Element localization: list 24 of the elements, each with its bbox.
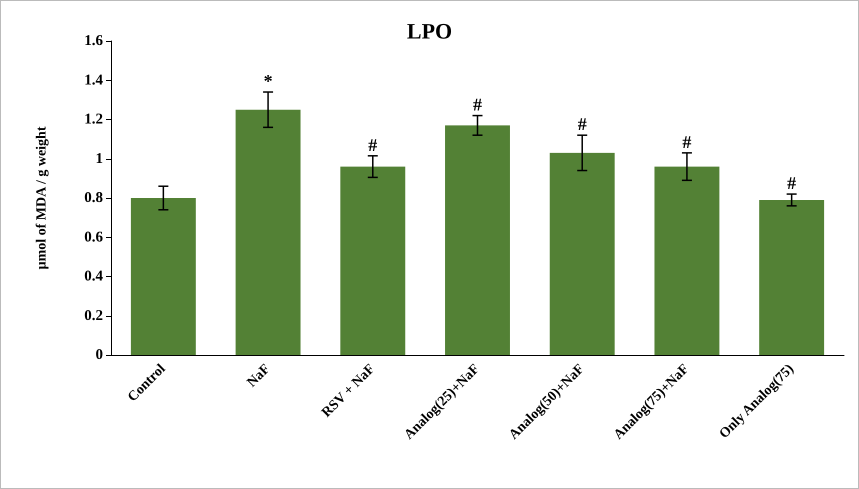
y-tick-label: 0.4 bbox=[84, 268, 104, 284]
y-tick-label: 0 bbox=[96, 347, 103, 363]
y-tick-label: 1 bbox=[96, 150, 103, 167]
bar bbox=[550, 152, 615, 355]
chart-title: LPO bbox=[406, 18, 452, 44]
bar bbox=[236, 110, 301, 355]
y-tick-label: 0.8 bbox=[84, 190, 103, 206]
annotation: # bbox=[787, 173, 796, 194]
annotation: # bbox=[578, 114, 587, 134]
annotation: * bbox=[264, 71, 273, 92]
bar bbox=[759, 200, 824, 355]
y-tick-label: 1.4 bbox=[84, 72, 104, 88]
bar bbox=[130, 198, 196, 355]
y-tick-label: 1.6 bbox=[84, 33, 104, 49]
y-tick-label: 0.6 bbox=[84, 229, 104, 246]
y-tick-label: 1.2 bbox=[84, 112, 103, 128]
y-axis-title: µmol of MDA / g weight bbox=[34, 126, 50, 270]
annotation: # bbox=[473, 94, 482, 115]
y-tick-label: 0.2 bbox=[84, 308, 103, 324]
bar bbox=[340, 166, 406, 355]
bar bbox=[654, 166, 720, 355]
bar bbox=[445, 125, 510, 355]
annotation: # bbox=[682, 132, 692, 152]
annotation: # bbox=[368, 134, 378, 155]
